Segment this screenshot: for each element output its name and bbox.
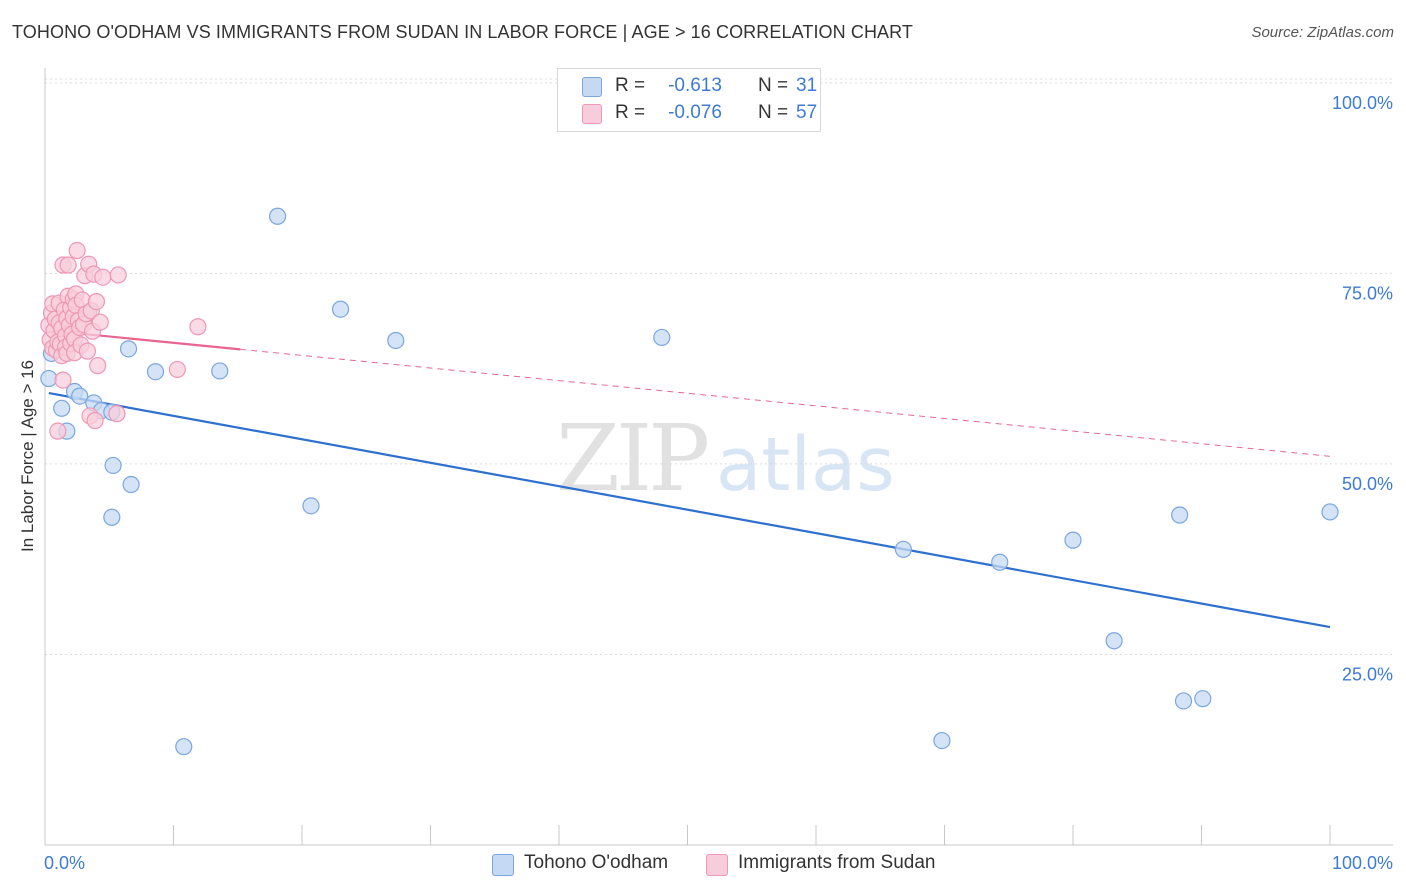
point-sudan — [68, 241, 86, 260]
point-sudan — [89, 357, 107, 375]
point-tohono — [53, 399, 71, 417]
point-tohono — [1174, 692, 1193, 710]
grid-lines — [45, 78, 1393, 655]
point-sudan — [54, 371, 72, 389]
legend-n-label: N = — [758, 75, 789, 96]
legend-n-label: N = — [758, 102, 789, 123]
watermark: ZIP atlas — [556, 405, 895, 512]
point-tohono — [103, 508, 121, 526]
legend-r-label: R = — [615, 75, 646, 96]
point-tohono — [71, 387, 89, 405]
legend-r-value: -0.613 — [668, 75, 722, 96]
legend-label-tohono: Tohono O'odham — [524, 852, 669, 873]
point-sudan — [86, 411, 104, 430]
trend-line-tohono — [48, 391, 1331, 629]
x-tick-label: 100.0% — [1332, 853, 1393, 873]
legend-swatch-sudan — [582, 104, 602, 124]
point-sudan — [49, 422, 67, 440]
point-tohono — [894, 540, 912, 558]
legend-swatch-sudan — [706, 854, 728, 876]
y-tick-label: 100.0% — [1332, 93, 1393, 113]
point-tohono — [211, 362, 229, 380]
point-sudan — [109, 266, 127, 284]
point-tohono — [1171, 506, 1189, 524]
x-tick-label: 0.0% — [44, 853, 85, 873]
point-tohono — [268, 207, 287, 225]
point-tohono — [991, 553, 1009, 571]
point-sudan — [168, 360, 186, 379]
point-sudan — [94, 268, 112, 286]
point-tohono — [933, 731, 951, 750]
legend-r-value: -0.076 — [668, 102, 722, 123]
watermark-atlas: atlas — [716, 422, 895, 508]
point-tohono — [1105, 632, 1123, 650]
point-tohono — [175, 738, 193, 756]
point-sudan — [78, 342, 97, 360]
legend-n-value: 57 — [796, 102, 818, 123]
point-sudan — [91, 313, 109, 331]
tick-labels: 25.0% 50.0% 75.0% 100.0% 0.0% 100.0% — [44, 93, 1393, 873]
point-tohono — [119, 340, 138, 358]
point-tohono — [1194, 690, 1212, 708]
point-sudan — [87, 292, 106, 311]
point-sudan — [189, 318, 207, 336]
y-tick-label: 25.0% — [1342, 664, 1393, 684]
legend-swatch-tohono — [492, 854, 514, 876]
point-tohono — [104, 456, 122, 475]
axes — [44, 68, 1393, 846]
y-tick-label: 50.0% — [1342, 474, 1393, 494]
source-label: Source: ZipAtlas.com — [1251, 24, 1394, 41]
chart-title: TOHONO O'ODHAM VS IMMIGRANTS FROM SUDAN … — [12, 22, 914, 42]
legend-label-sudan: Immigrants from Sudan — [738, 852, 936, 873]
point-tohono — [146, 363, 165, 381]
point-tohono — [387, 331, 405, 350]
point-tohono — [653, 328, 671, 347]
point-tohono — [1064, 531, 1082, 549]
legend-r-label: R = — [615, 102, 646, 123]
y-tick-label: 75.0% — [1342, 283, 1393, 303]
point-tohono — [122, 475, 140, 494]
point-sudan — [59, 256, 77, 274]
stats-legend: R = -0.613 N = 31 R = -0.076 N = 57 — [557, 68, 821, 132]
data-points — [40, 207, 1339, 756]
point-tohono — [1321, 503, 1339, 521]
legend-n-value: 31 — [796, 75, 818, 96]
legend-swatch-tohono — [582, 77, 602, 97]
point-sudan — [108, 405, 126, 423]
watermark-zip: ZIP — [556, 405, 707, 512]
point-tohono — [40, 369, 58, 388]
point-tohono — [331, 300, 350, 318]
point-tohono — [302, 497, 320, 515]
